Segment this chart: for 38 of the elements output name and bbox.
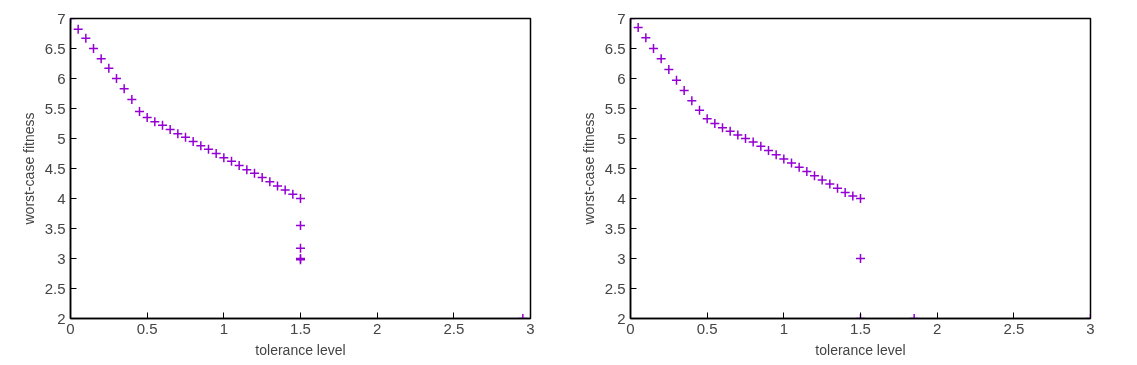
- y-tick-label: 2.5: [44, 279, 66, 297]
- y-tick-label: 6: [57, 69, 66, 87]
- y-tick-label: 6.5: [44, 39, 66, 57]
- y-tick-label: 2.5: [604, 279, 626, 297]
- x-tick-label: 2.5: [443, 319, 465, 337]
- y-axis-title: worst-case fitness: [580, 112, 597, 226]
- y-tick-label: 4: [617, 189, 626, 207]
- y-tick-label: 4.5: [44, 159, 66, 177]
- x-axis-title: tolerance level: [815, 341, 906, 358]
- y-tick-label: 4.5: [604, 159, 626, 177]
- y-axis-title: worst-case fitness: [20, 112, 37, 226]
- y-tick-label: 7: [57, 9, 66, 27]
- y-tick-label: 5.5: [44, 99, 66, 117]
- x-tick-label: 0: [626, 319, 635, 337]
- x-tick-label: 1.5: [850, 319, 871, 337]
- y-tick-label: 3: [57, 249, 66, 267]
- x-tick-label: 0: [66, 319, 75, 337]
- y-tick-label: 3.5: [604, 219, 626, 237]
- y-tick-label: 3.5: [44, 219, 66, 237]
- y-tick-label: 7: [617, 9, 626, 27]
- y-tick-label: 5: [617, 129, 626, 147]
- x-axis-title: tolerance level: [255, 341, 346, 358]
- x-tick-label: 2: [933, 319, 942, 337]
- x-tick-label: 1: [779, 319, 789, 337]
- y-tick-label: 3: [617, 249, 626, 267]
- x-tick-label: 3: [1086, 319, 1095, 337]
- y-tick-label: 4: [57, 189, 66, 207]
- y-tick-label: 6: [617, 69, 626, 87]
- x-tick-label: 1.5: [290, 319, 311, 337]
- y-tick-label: 5.5: [604, 99, 626, 117]
- y-tick-label: 6.5: [604, 39, 626, 57]
- x-tick-label: 0.5: [696, 319, 718, 337]
- x-tick-label: 0.5: [136, 319, 158, 337]
- x-tick-label: 2.5: [1003, 319, 1025, 337]
- y-tick-label: 5: [57, 129, 66, 147]
- x-tick-label: 1: [219, 319, 229, 337]
- x-tick-label: 2: [373, 319, 382, 337]
- x-tick-label: 3: [526, 319, 535, 337]
